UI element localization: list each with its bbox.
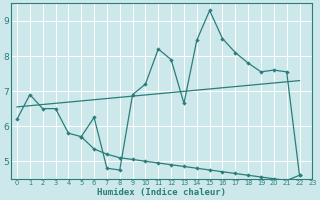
X-axis label: Humidex (Indice chaleur): Humidex (Indice chaleur) <box>97 188 226 197</box>
